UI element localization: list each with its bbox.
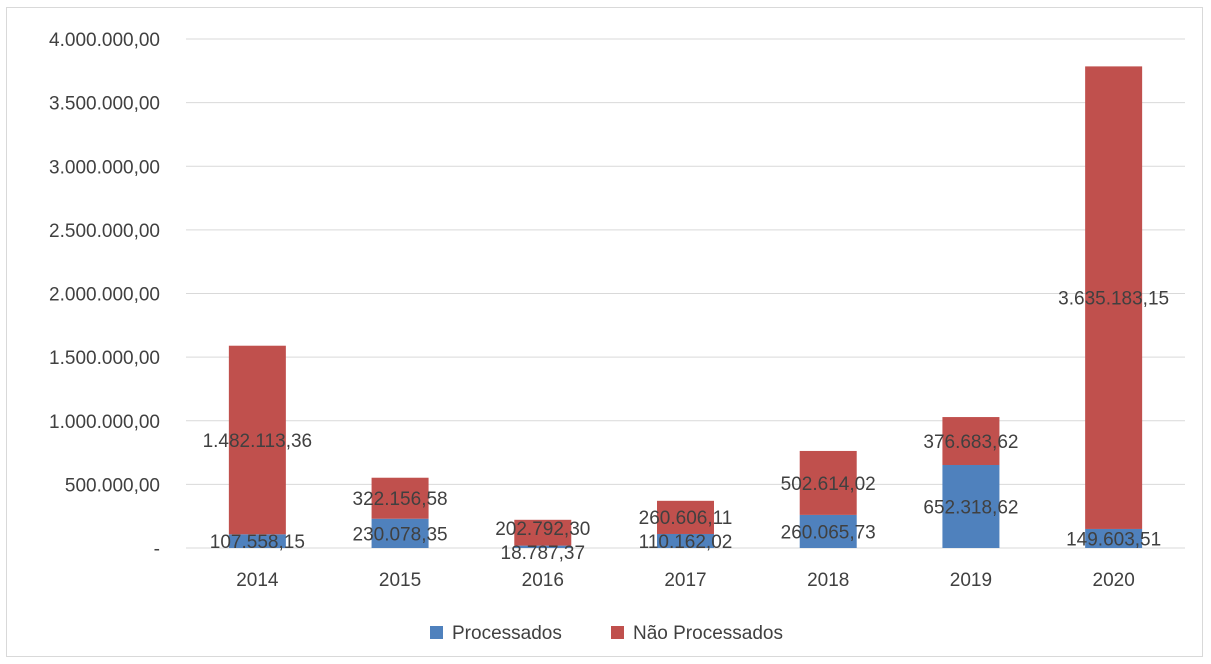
y-tick-label: 4.000.000,00 bbox=[49, 30, 160, 51]
bar-processados bbox=[942, 464, 1000, 548]
y-tick-label: 2.500.000,00 bbox=[49, 221, 160, 242]
legend-item-processados-swatch bbox=[430, 626, 443, 639]
data-label-nao-processados: 376.683,62 bbox=[923, 432, 1018, 453]
data-label-processados: 110.162,02 bbox=[639, 532, 733, 553]
data-label-nao-processados: 260.606,11 bbox=[639, 508, 733, 529]
y-tick-label: 2.000.000,00 bbox=[49, 285, 160, 306]
x-tick-label: 2019 bbox=[950, 570, 992, 591]
data-label-processados: 107.558,15 bbox=[210, 532, 305, 553]
bar-processados bbox=[657, 533, 714, 548]
bar-nao-processados bbox=[657, 500, 714, 534]
y-tick-label: 1.000.000,00 bbox=[49, 412, 160, 433]
y-tick-label: 3.000.000,00 bbox=[49, 157, 160, 178]
y-tick-label: 1.500.000,00 bbox=[49, 348, 160, 369]
x-tick-label: 2015 bbox=[379, 570, 421, 591]
x-tick-label: 2014 bbox=[236, 570, 279, 591]
bar-processados bbox=[1085, 528, 1143, 548]
legend-item-nao-processados-swatch bbox=[611, 626, 624, 639]
data-label-processados: 149.603,51 bbox=[1066, 529, 1161, 550]
bar-nao-processados bbox=[1085, 66, 1143, 529]
bar-processados bbox=[799, 514, 857, 548]
y-tick-label: 500.000,00 bbox=[65, 475, 160, 496]
data-label-nao-processados: 202.792,30 bbox=[495, 519, 590, 540]
bar-processados bbox=[371, 518, 429, 548]
bar-nao-processados bbox=[514, 519, 572, 546]
bar-processados bbox=[228, 534, 286, 548]
data-label-nao-processados: 3.635.183,15 bbox=[1058, 289, 1169, 310]
y-tick-label: 3.500.000,00 bbox=[49, 94, 160, 115]
data-label-nao-processados: 502.614,02 bbox=[781, 474, 876, 495]
data-label-processados: 18.787,37 bbox=[501, 543, 586, 564]
data-label-nao-processados: 1.482.113,36 bbox=[203, 431, 313, 452]
data-label-nao-processados: 322.156,58 bbox=[353, 489, 448, 510]
x-tick-label: 2020 bbox=[1093, 570, 1135, 591]
bar-nao-processados bbox=[942, 417, 1000, 465]
legend-item-processados-label: Processados bbox=[452, 623, 562, 644]
bar-processados bbox=[514, 545, 572, 548]
x-tick-label: 2018 bbox=[807, 570, 849, 591]
chart-frame bbox=[6, 7, 1203, 657]
y-tick-label: - bbox=[154, 539, 160, 560]
legend-item-nao-processados-label: Não Processados bbox=[633, 623, 783, 644]
x-tick-label: 2016 bbox=[522, 570, 564, 591]
bar-nao-processados bbox=[228, 345, 286, 535]
bar-nao-processados bbox=[799, 450, 857, 515]
data-label-processados: 652.318,62 bbox=[923, 497, 1018, 518]
x-tick-label: 2017 bbox=[664, 570, 706, 591]
data-label-processados: 230.078,35 bbox=[353, 524, 448, 545]
data-label-processados: 260.065,73 bbox=[781, 522, 876, 543]
bar-nao-processados bbox=[371, 477, 429, 519]
